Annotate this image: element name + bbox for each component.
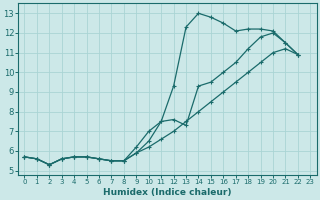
X-axis label: Humidex (Indice chaleur): Humidex (Indice chaleur) [103,188,232,197]
